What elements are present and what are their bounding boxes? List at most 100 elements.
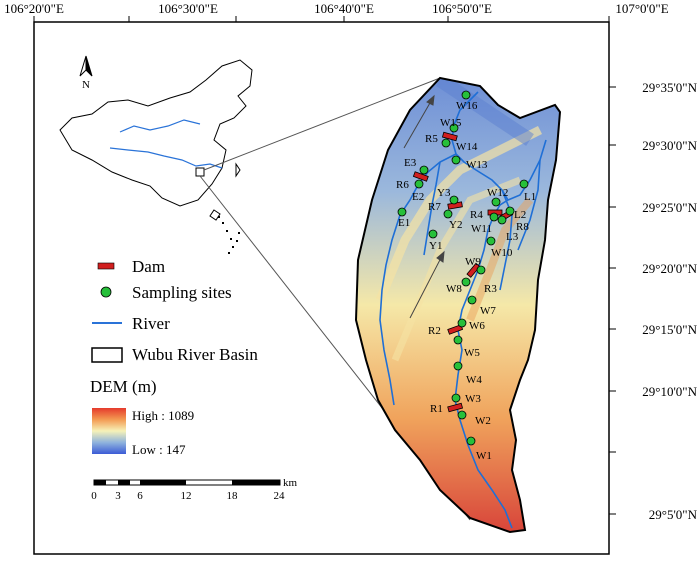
site-label: W6	[469, 320, 485, 332]
dem-title: DEM (m)	[90, 377, 157, 396]
site-marker	[451, 155, 461, 165]
legend-label: River	[132, 314, 170, 333]
scale-tick: 18	[227, 490, 239, 502]
dem-color-ramp	[92, 408, 126, 454]
site-marker	[457, 410, 467, 420]
dam-marker	[441, 131, 458, 142]
lat-label: 29°15'0"N	[642, 322, 697, 337]
site-label: L3	[506, 231, 519, 243]
site-label: E3	[404, 157, 417, 169]
site-label: L1	[524, 191, 536, 203]
dam-label: R1	[430, 403, 443, 415]
site-marker	[461, 90, 471, 100]
dem-high-label: High : 1089	[132, 408, 194, 423]
scale-tick: 12	[181, 490, 192, 502]
lat-label: 29°25'0"N	[642, 200, 697, 215]
inset-rivers	[109, 119, 223, 169]
site-label: W8	[446, 283, 462, 295]
dem-low-label: Low : 147	[132, 442, 186, 457]
dam-label: R4	[470, 209, 483, 221]
legend-site-swatch	[100, 286, 112, 298]
basin-rivers	[379, 91, 547, 529]
dam-label: R7	[428, 201, 441, 213]
site-label: W4	[466, 374, 482, 386]
lat-label: 29°5'0"N	[649, 507, 698, 522]
site-label: W16	[456, 100, 478, 112]
dam-label: R2	[428, 325, 441, 337]
legend-basin-swatch	[91, 347, 123, 363]
site-label: Y2	[449, 219, 462, 231]
site-label: W14	[456, 141, 478, 153]
site-label: E1	[398, 217, 410, 229]
site-label: E2	[412, 191, 424, 203]
site-label: W10	[491, 247, 513, 259]
lon-label: 106°40'0"E	[314, 1, 374, 16]
north-label: N	[82, 79, 90, 91]
scale-tick: 24	[274, 490, 286, 502]
site-marker	[449, 123, 459, 133]
site-label: W3	[465, 393, 481, 405]
lat-label: 29°35'0"N	[642, 80, 697, 95]
north-arrow-icon: N	[79, 55, 93, 91]
legend-label: Sampling sites	[132, 283, 232, 302]
dam-marker	[412, 171, 429, 182]
legend-dam-swatch	[97, 262, 115, 270]
scale-tick: 0	[91, 490, 97, 502]
site-label: W15	[440, 117, 462, 129]
scale-bar: 0 3 6 12 18 24 km	[91, 477, 297, 502]
dam-label: R6	[396, 179, 409, 191]
site-marker	[449, 195, 459, 205]
lat-label: 29°20'0"N	[642, 261, 697, 276]
site-marker	[466, 436, 476, 446]
site-label: W13	[466, 159, 488, 171]
site-marker	[505, 206, 515, 216]
lat-label: 29°30'0"N	[642, 138, 697, 153]
scale-tick: 3	[115, 490, 121, 502]
dam-label: R3	[484, 283, 497, 295]
site-label: L2	[514, 209, 526, 221]
lon-label: 106°30'0"E	[158, 1, 218, 16]
site-marker	[467, 295, 477, 305]
dam-label: R5	[425, 133, 438, 145]
lon-label: 107°0'0"E	[615, 1, 668, 16]
site-marker	[457, 318, 467, 328]
site-label: W1	[476, 450, 492, 462]
site-marker	[453, 361, 463, 371]
site-marker	[497, 215, 507, 225]
site-marker	[443, 209, 453, 219]
site-label: W7	[480, 305, 496, 317]
site-marker	[451, 393, 461, 403]
legend-label: Wubu River Basin	[132, 345, 258, 364]
site-label: W11	[471, 223, 492, 235]
lat-label: 29°10'0"N	[642, 384, 697, 399]
zoom-line	[203, 77, 441, 171]
site-marker	[441, 138, 451, 148]
site-marker	[419, 165, 429, 175]
site-label: W2	[475, 415, 491, 427]
south-sea-islands	[218, 216, 240, 254]
site-label: W12	[487, 187, 508, 199]
site-label: Y1	[429, 240, 442, 252]
site-marker	[461, 277, 471, 287]
site-label: W5	[464, 347, 480, 359]
lon-label: 106°50'0"E	[432, 1, 492, 16]
lon-label: 106°20'0"E	[4, 1, 64, 16]
dam-marker	[466, 262, 481, 278]
legend-label: Dam	[132, 257, 165, 276]
flow-arrows	[403, 94, 445, 319]
site-marker	[486, 236, 496, 246]
site-marker	[519, 179, 529, 189]
scale-tick: 6	[137, 490, 143, 502]
dam-label: R8	[516, 221, 529, 233]
basin-dem	[354, 76, 562, 534]
site-label: Y3	[437, 187, 451, 199]
legend: Dam Sampling sites River Wubu River Basi…	[90, 257, 258, 457]
site-label: W9	[465, 256, 481, 268]
scale-unit: km	[283, 477, 298, 489]
map-frame	[33, 21, 610, 555]
site-marker	[491, 197, 501, 207]
site-marker	[453, 335, 463, 345]
site-marker	[414, 179, 424, 189]
site-marker	[428, 229, 438, 239]
